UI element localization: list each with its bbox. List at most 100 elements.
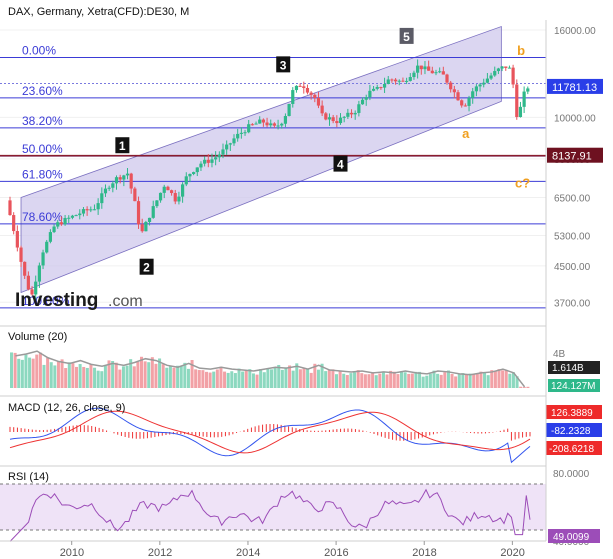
volume-bar	[280, 369, 284, 388]
volume-bar	[136, 362, 140, 388]
volume-bar	[255, 374, 259, 388]
volume-last-badge-bg	[548, 379, 600, 392]
volume-bar	[367, 374, 371, 388]
candle-body	[158, 192, 163, 201]
volume-bar	[522, 387, 526, 388]
volume-bar	[147, 362, 151, 388]
candle-body	[265, 122, 269, 126]
volume-bar	[381, 371, 385, 388]
candle-body	[393, 79, 398, 82]
volume-bar	[479, 371, 483, 388]
candle-body	[103, 188, 108, 194]
wave-label-2: 2	[143, 261, 150, 275]
fib-label: 50.00%	[22, 142, 63, 156]
volume-bar	[197, 370, 201, 388]
candle-body	[283, 116, 288, 124]
volume-bar	[443, 372, 447, 388]
volume-bar	[78, 364, 82, 388]
candle-body	[114, 177, 119, 184]
candle-body	[489, 75, 493, 79]
rsi-value-badge: 49.0099	[548, 529, 600, 543]
volume-bar	[17, 358, 21, 388]
candle-body	[478, 84, 482, 87]
candle-body	[493, 71, 497, 76]
candle-body	[371, 88, 376, 91]
volume-bar	[176, 365, 180, 388]
candle-body	[184, 176, 188, 185]
volume-bar	[273, 367, 277, 388]
volume-bar	[515, 376, 519, 388]
support-badge-bg	[547, 147, 603, 163]
volume-bar	[194, 369, 198, 388]
volume-bar	[410, 373, 414, 388]
volume-bar	[125, 365, 129, 388]
candle-body	[125, 173, 130, 176]
volume-bar	[353, 372, 357, 388]
candle-body	[41, 252, 45, 266]
price-tick-label: 6500.00	[554, 194, 591, 205]
candle-body	[305, 88, 310, 93]
volume-bar	[302, 367, 306, 388]
candle-body	[8, 200, 12, 216]
investing-logo: Investing .com	[15, 290, 143, 311]
price-tick-label: 5300.00	[554, 231, 591, 242]
volume-ma-badge-text: 1.614B	[552, 363, 584, 374]
volume-bar	[100, 371, 104, 388]
price-axis: 16000.0010000.008000.006500.005300.00450…	[547, 26, 603, 309]
candle-body	[173, 193, 177, 202]
candle-body	[353, 112, 357, 115]
wave-label-3: 3	[280, 58, 287, 72]
volume-bar	[349, 373, 353, 388]
candle-body	[357, 104, 361, 113]
volume-bar	[233, 373, 237, 388]
volume-bar	[497, 369, 501, 388]
candle-body	[210, 159, 214, 163]
rsi-value-badge-text: 49.0099	[553, 532, 590, 543]
volume-bar	[215, 369, 219, 388]
candle-body	[232, 138, 236, 144]
volume-bar	[35, 354, 39, 388]
volume-bar	[38, 352, 42, 388]
candle-body	[203, 159, 207, 164]
volume-bar	[504, 370, 508, 388]
volume-bar	[85, 367, 89, 388]
volume-bar	[179, 365, 183, 388]
candle-body	[269, 123, 273, 126]
volume-axis-top: 4B	[553, 349, 566, 360]
candle-body	[416, 65, 420, 73]
candle-body	[199, 163, 203, 168]
volume-bar	[262, 372, 266, 388]
candle-body	[19, 247, 23, 262]
volume-bar	[439, 374, 443, 388]
time-tick-label: 2014	[236, 547, 260, 559]
volume-bar	[465, 374, 469, 388]
wave-label-box-1	[115, 137, 130, 154]
candle-body	[136, 201, 141, 225]
volume-bar	[335, 374, 339, 388]
volume-bar	[219, 366, 223, 388]
macd-histogram-badge-bg	[546, 441, 602, 455]
candle-body	[206, 159, 210, 163]
rsi-panel-label: RSI (14)	[8, 471, 49, 483]
volume-bar	[526, 386, 530, 388]
candle-body	[162, 186, 166, 193]
macd-value-badge-bg	[546, 423, 602, 437]
candle-body	[247, 124, 251, 133]
fib-label: 61.80%	[22, 167, 63, 181]
candle-body	[331, 117, 335, 122]
volume-bar	[324, 371, 328, 388]
volume-bar	[31, 358, 35, 388]
wave-label-box-5	[399, 27, 414, 44]
volume-bar	[168, 365, 172, 388]
volume-bar	[53, 365, 57, 388]
candle-body	[401, 80, 405, 82]
volume-bar	[241, 371, 245, 388]
volume-bar	[96, 370, 100, 388]
volume-bar	[396, 374, 400, 388]
volume-bar	[82, 366, 86, 388]
volume-bars	[10, 352, 530, 388]
candle-body	[460, 100, 464, 106]
volume-bar	[342, 373, 346, 388]
